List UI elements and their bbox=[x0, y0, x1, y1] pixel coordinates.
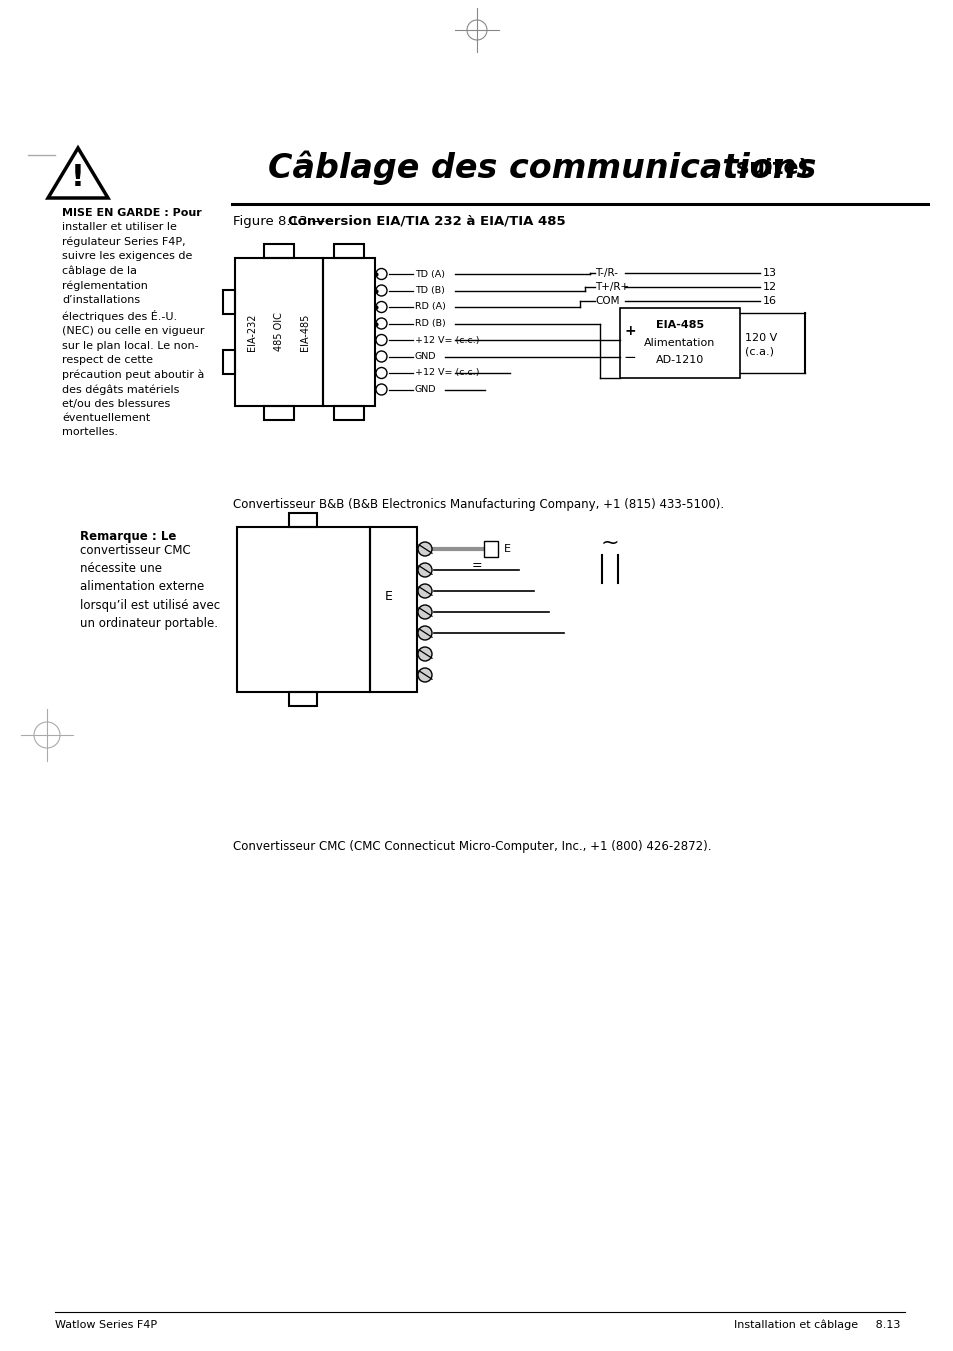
Text: GND: GND bbox=[415, 353, 436, 361]
Text: 13: 13 bbox=[762, 267, 776, 278]
Circle shape bbox=[375, 351, 387, 362]
Bar bbox=[223, 290, 234, 313]
Text: RD (A): RD (A) bbox=[415, 303, 445, 312]
Bar bbox=[483, 540, 497, 557]
Bar bbox=[236, 527, 370, 692]
Text: +12 V= (c.c.): +12 V= (c.c.) bbox=[415, 369, 479, 377]
Text: Câblage des communications: Câblage des communications bbox=[268, 151, 816, 185]
Text: !: ! bbox=[71, 162, 85, 192]
Bar bbox=[234, 258, 323, 407]
Text: =: = bbox=[472, 559, 482, 573]
Text: E: E bbox=[384, 590, 393, 603]
Circle shape bbox=[375, 317, 387, 330]
Text: EIA-232: EIA-232 bbox=[247, 313, 256, 351]
Text: Figure 8.13 —: Figure 8.13 — bbox=[233, 215, 329, 228]
Text: Convertisseur CMC (CMC Connecticut Micro-Computer, Inc., +1 (800) 426-2872).: Convertisseur CMC (CMC Connecticut Micro… bbox=[233, 840, 711, 852]
Text: RD (B): RD (B) bbox=[415, 319, 445, 328]
Circle shape bbox=[375, 367, 387, 378]
Bar bbox=[334, 245, 364, 258]
Circle shape bbox=[375, 269, 387, 280]
Circle shape bbox=[417, 626, 432, 640]
Text: 485 OIC: 485 OIC bbox=[274, 312, 284, 351]
Text: (c.a.): (c.a.) bbox=[744, 346, 773, 357]
Circle shape bbox=[417, 605, 432, 619]
Circle shape bbox=[375, 335, 387, 346]
Text: −: − bbox=[623, 350, 636, 366]
Bar bbox=[223, 350, 234, 374]
Circle shape bbox=[417, 647, 432, 661]
Circle shape bbox=[417, 667, 432, 682]
Text: T+/R+: T+/R+ bbox=[595, 282, 628, 292]
Text: E: E bbox=[503, 544, 511, 554]
Text: Remarque : Le: Remarque : Le bbox=[80, 530, 176, 543]
Bar bbox=[289, 513, 317, 527]
Text: Installation et câblage     8.13: Installation et câblage 8.13 bbox=[733, 1320, 899, 1331]
Text: EIA-485: EIA-485 bbox=[656, 320, 703, 330]
Bar bbox=[264, 245, 294, 258]
Text: 12: 12 bbox=[762, 282, 777, 292]
Circle shape bbox=[375, 301, 387, 312]
Text: Convertisseur B&B (B&B Electronics Manufacturing Company, +1 (815) 433-5100).: Convertisseur B&B (B&B Electronics Manuf… bbox=[233, 499, 723, 511]
Text: COM: COM bbox=[595, 296, 618, 305]
Text: installer et utiliser le
régulateur Series F4P,
suivre les exigences de
câblage : installer et utiliser le régulateur Seri… bbox=[62, 222, 204, 438]
Circle shape bbox=[375, 384, 387, 394]
Bar bbox=[323, 258, 375, 407]
Text: Alimentation: Alimentation bbox=[643, 338, 715, 349]
Circle shape bbox=[375, 285, 387, 296]
Text: TD (B): TD (B) bbox=[415, 286, 444, 295]
Text: (suite): (suite) bbox=[718, 158, 808, 178]
Bar bbox=[370, 527, 416, 692]
Text: 120 V: 120 V bbox=[744, 332, 777, 343]
Bar bbox=[619, 308, 740, 378]
Text: AD-1210: AD-1210 bbox=[655, 355, 703, 365]
Text: Watlow Series F4P: Watlow Series F4P bbox=[55, 1320, 157, 1329]
Text: Conversion EIA/TIA 232 à EIA/TIA 485: Conversion EIA/TIA 232 à EIA/TIA 485 bbox=[288, 215, 565, 228]
Bar bbox=[264, 407, 294, 420]
Text: MISE EN GARDE : Pour: MISE EN GARDE : Pour bbox=[62, 208, 201, 218]
Text: T-/R-: T-/R- bbox=[595, 267, 618, 278]
Text: +12 V= (c.c.): +12 V= (c.c.) bbox=[415, 335, 479, 345]
Circle shape bbox=[417, 563, 432, 577]
Text: ~: ~ bbox=[600, 534, 618, 553]
Circle shape bbox=[417, 584, 432, 598]
Text: convertisseur CMC
nécessite une
alimentation externe
lorsqu’il est utilisé avec
: convertisseur CMC nécessite une alimenta… bbox=[80, 544, 220, 630]
Circle shape bbox=[417, 542, 432, 557]
Text: GND: GND bbox=[415, 385, 436, 394]
Text: EIA-485: EIA-485 bbox=[299, 313, 310, 351]
Text: TD (A): TD (A) bbox=[415, 269, 444, 278]
Text: +: + bbox=[623, 324, 635, 338]
Text: 16: 16 bbox=[762, 296, 776, 305]
Bar bbox=[334, 407, 364, 420]
Bar bbox=[289, 692, 317, 707]
